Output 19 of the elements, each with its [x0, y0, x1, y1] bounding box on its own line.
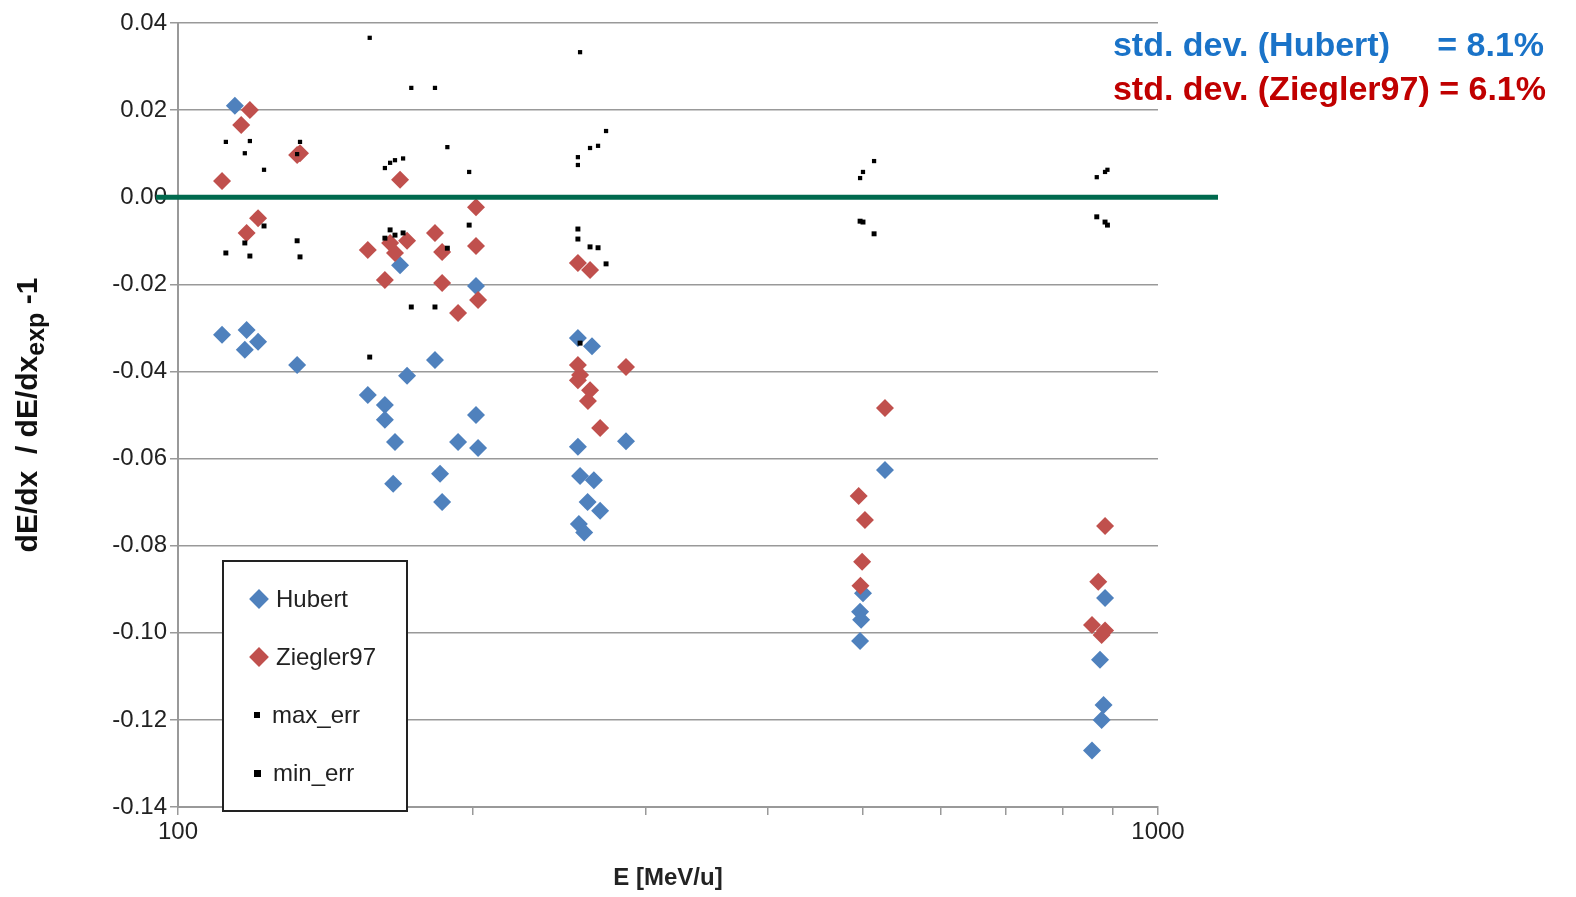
- y-tick-label: 0.02: [120, 94, 167, 122]
- legend-label: max_err: [272, 701, 361, 729]
- x-tick-label: 1000: [1131, 817, 1185, 845]
- legend-label: min_err: [273, 759, 355, 787]
- y-tick-label: -0.06: [112, 443, 167, 471]
- x-axis-title: E [MeV/u]: [613, 863, 723, 891]
- y-tick-label: -0.04: [112, 356, 167, 384]
- legend-label: Ziegler97: [276, 643, 377, 671]
- legend-label: Hubert: [276, 585, 349, 613]
- y-tick-label: 0.04: [120, 7, 167, 35]
- annotation: std. dev. (Hubert) = 8.1%: [1112, 24, 1546, 65]
- y-tick-label: -0.02: [112, 268, 167, 296]
- y-tick-label: -0.10: [112, 617, 167, 645]
- x-tick-label: 100: [157, 817, 199, 845]
- annotation: std. dev. (Ziegler97) = 6.1%: [1112, 68, 1546, 109]
- y-tick-label: -0.08: [112, 530, 167, 558]
- y-tick-label: -0.14: [112, 791, 167, 819]
- y-tick-label: 0.00: [120, 181, 167, 209]
- y-tick-label: -0.12: [112, 704, 167, 732]
